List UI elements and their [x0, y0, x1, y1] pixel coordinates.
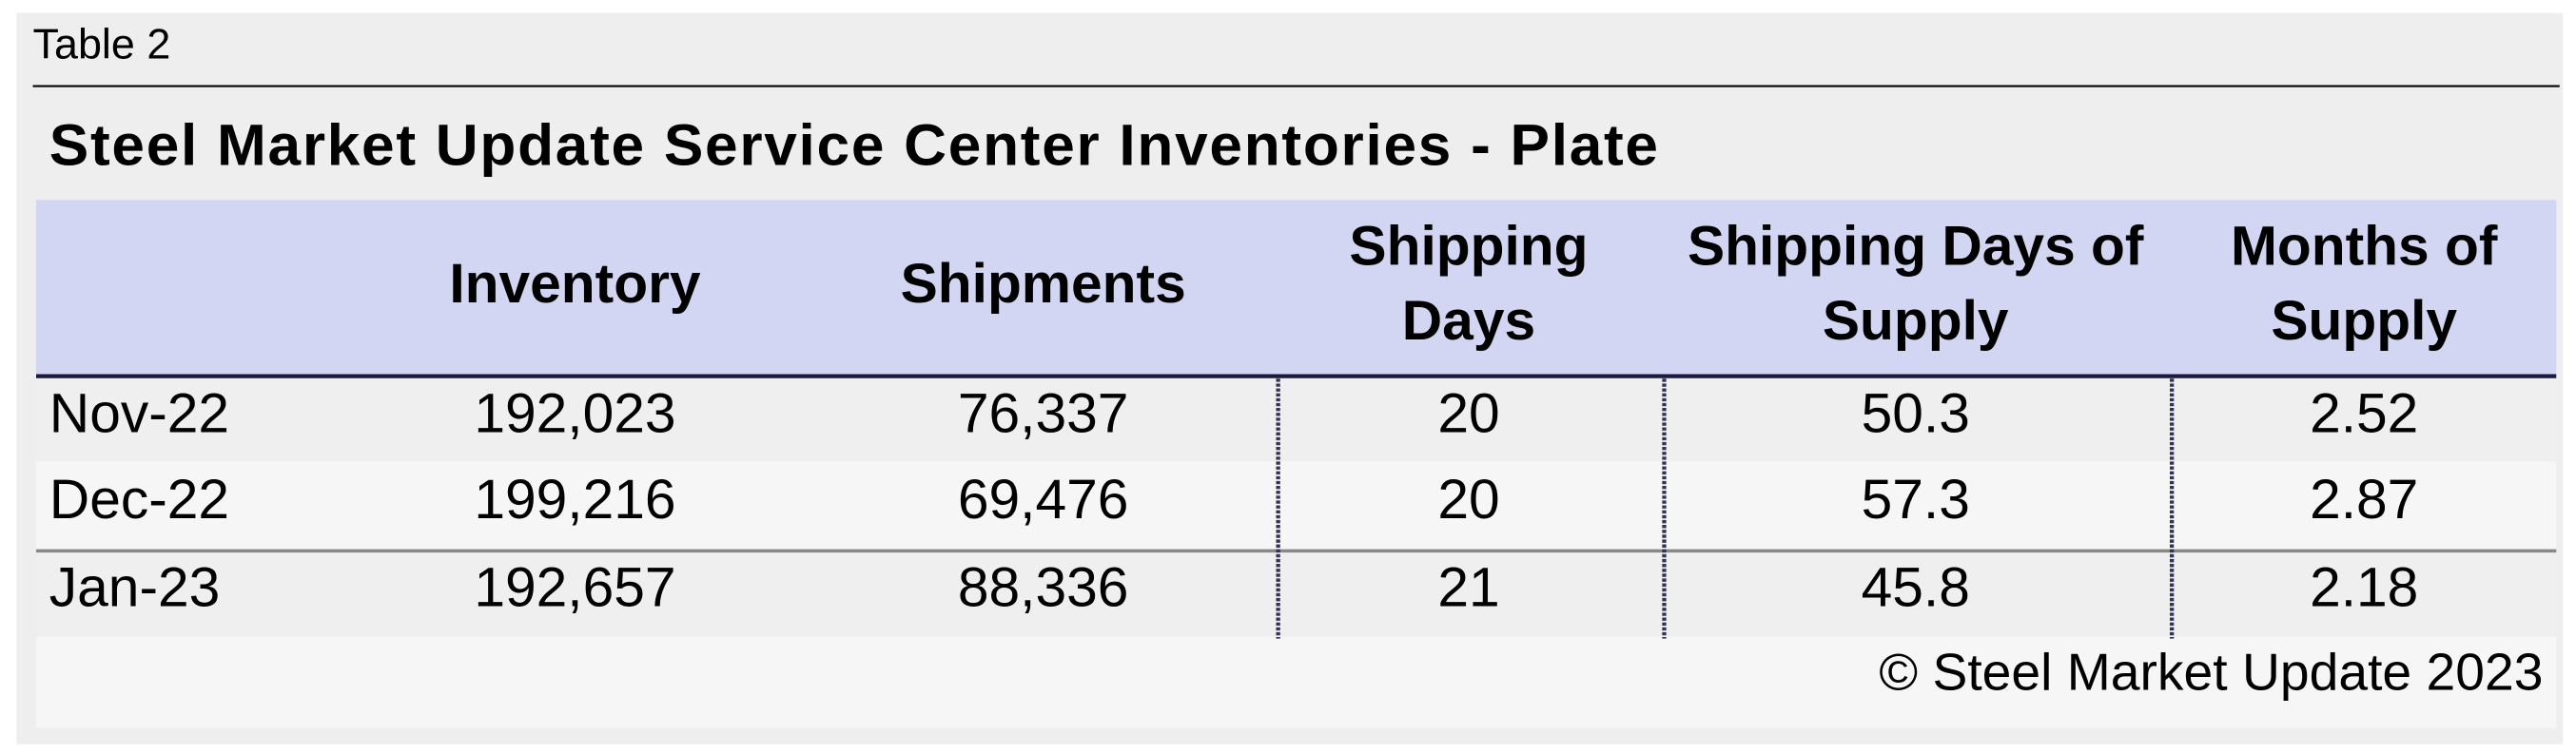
column-header: Shipping: [1349, 216, 1588, 278]
row-label: Dec-22: [49, 469, 229, 531]
column-header: Months of: [2231, 216, 2498, 278]
column-header: Supply: [1823, 290, 2009, 352]
table-title: Steel Market Update Service Center Inven…: [49, 113, 1660, 179]
cell: 69,476: [958, 469, 1129, 531]
cell: 57.3: [1862, 469, 1970, 531]
cell: 20: [1437, 383, 1499, 445]
cell: 45.8: [1862, 557, 1970, 619]
column-header: Supply: [2271, 290, 2457, 352]
table-label: Table 2: [33, 22, 171, 68]
cell: 2.18: [2310, 557, 2418, 619]
column-header: Days: [1402, 290, 1535, 352]
cell: 50.3: [1862, 383, 1970, 445]
column-header: Inventory: [449, 253, 701, 315]
cell: 76,337: [958, 383, 1129, 445]
cell: 21: [1437, 557, 1499, 619]
row-label: Jan-23: [49, 557, 221, 619]
row-bg: [35, 551, 2557, 637]
header-band: [35, 200, 2557, 376]
column-header: Shipments: [901, 253, 1186, 315]
cell: 20: [1437, 469, 1499, 531]
cell: 192,657: [474, 557, 675, 619]
cell: 2.87: [2310, 469, 2418, 531]
footer-note: © Steel Market Update 2023: [1879, 643, 2543, 702]
row-label: Nov-22: [49, 383, 229, 445]
row-bg: [35, 461, 2557, 551]
footer-bg: [35, 636, 2557, 728]
cell: 88,336: [958, 557, 1129, 619]
cell: 2.52: [2310, 383, 2418, 445]
column-header: Shipping Days of: [1688, 216, 2144, 278]
cell: 199,216: [474, 469, 675, 531]
cell: 192,023: [474, 383, 675, 445]
row-bg: [35, 377, 2557, 462]
